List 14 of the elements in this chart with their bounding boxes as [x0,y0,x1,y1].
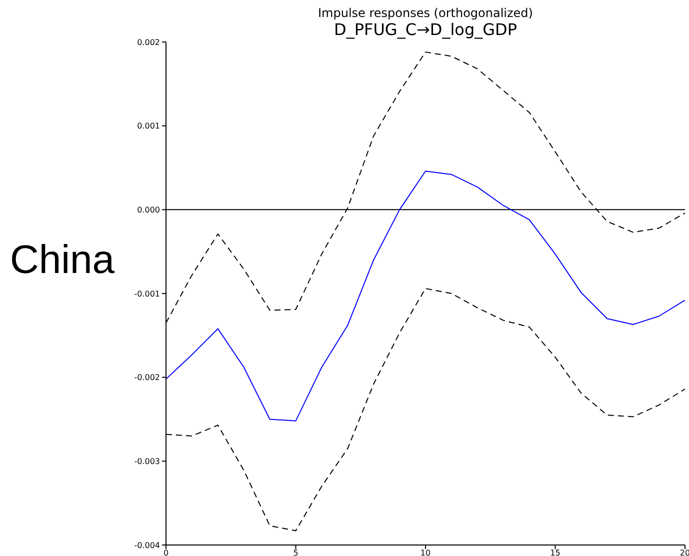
x-tick-label: 5 [293,548,298,556]
y-tick-label: -0.001 [134,289,160,298]
chart-subtitle: D_PFUG_C→D_log_GDP [333,20,518,39]
y-tick-label: 0.002 [137,38,160,47]
y-tick-label: 0.000 [137,206,160,215]
y-tick-label: -0.004 [134,540,160,550]
y-tick-label: -0.003 [134,457,160,466]
y-tick-label: 0.001 [137,122,160,131]
x-tick-label: 0 [163,548,169,556]
x-tick-label: 15 [550,548,560,556]
text: China [10,238,115,283]
y-tick-label: -0.002 [134,373,160,382]
chart-title: Impulse responses (orthogonalized) [317,6,534,20]
x-tick-label: 10 [420,548,431,556]
